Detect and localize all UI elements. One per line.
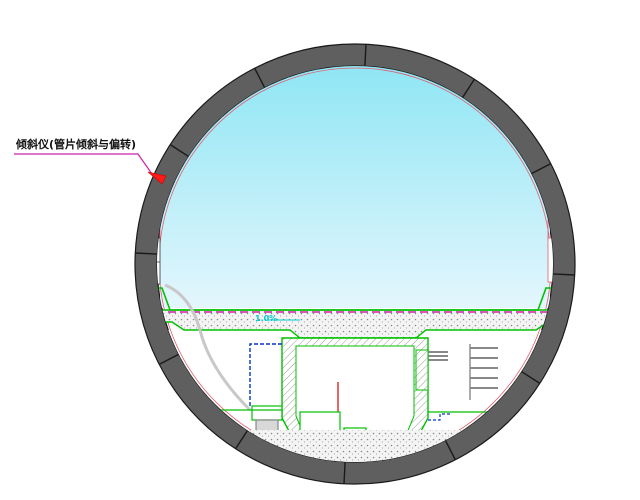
segment-joint [444, 439, 456, 461]
segment-joint [530, 163, 552, 175]
segment-joint [343, 461, 346, 484]
left-cable-tray [249, 343, 282, 406]
segment-joint [158, 353, 180, 365]
right-cable-brackets [428, 347, 498, 389]
right-cable-route [428, 413, 452, 421]
left-drain-pipe [164, 283, 252, 412]
segment-joint [254, 67, 266, 89]
callout-leader-line [14, 153, 153, 175]
callout-label: 倾斜仪(管片倾斜与偏转) [15, 137, 136, 151]
segment-joints [135, 44, 575, 484]
segment-joint [552, 273, 575, 276]
lower-floor-line [212, 409, 283, 418]
segment-joint [461, 78, 475, 99]
grade-label: 1.0% [255, 314, 277, 323]
tilt-meter-instrument [147, 171, 167, 185]
segment-joint [235, 429, 249, 450]
upper-air-space [160, 66, 550, 308]
segment-joint [135, 252, 158, 255]
deck-top-outline [157, 287, 553, 311]
segment-joint [520, 370, 541, 384]
segment-joint [169, 144, 190, 158]
segment-joint [364, 44, 367, 67]
right-bracket-block [415, 349, 429, 391]
